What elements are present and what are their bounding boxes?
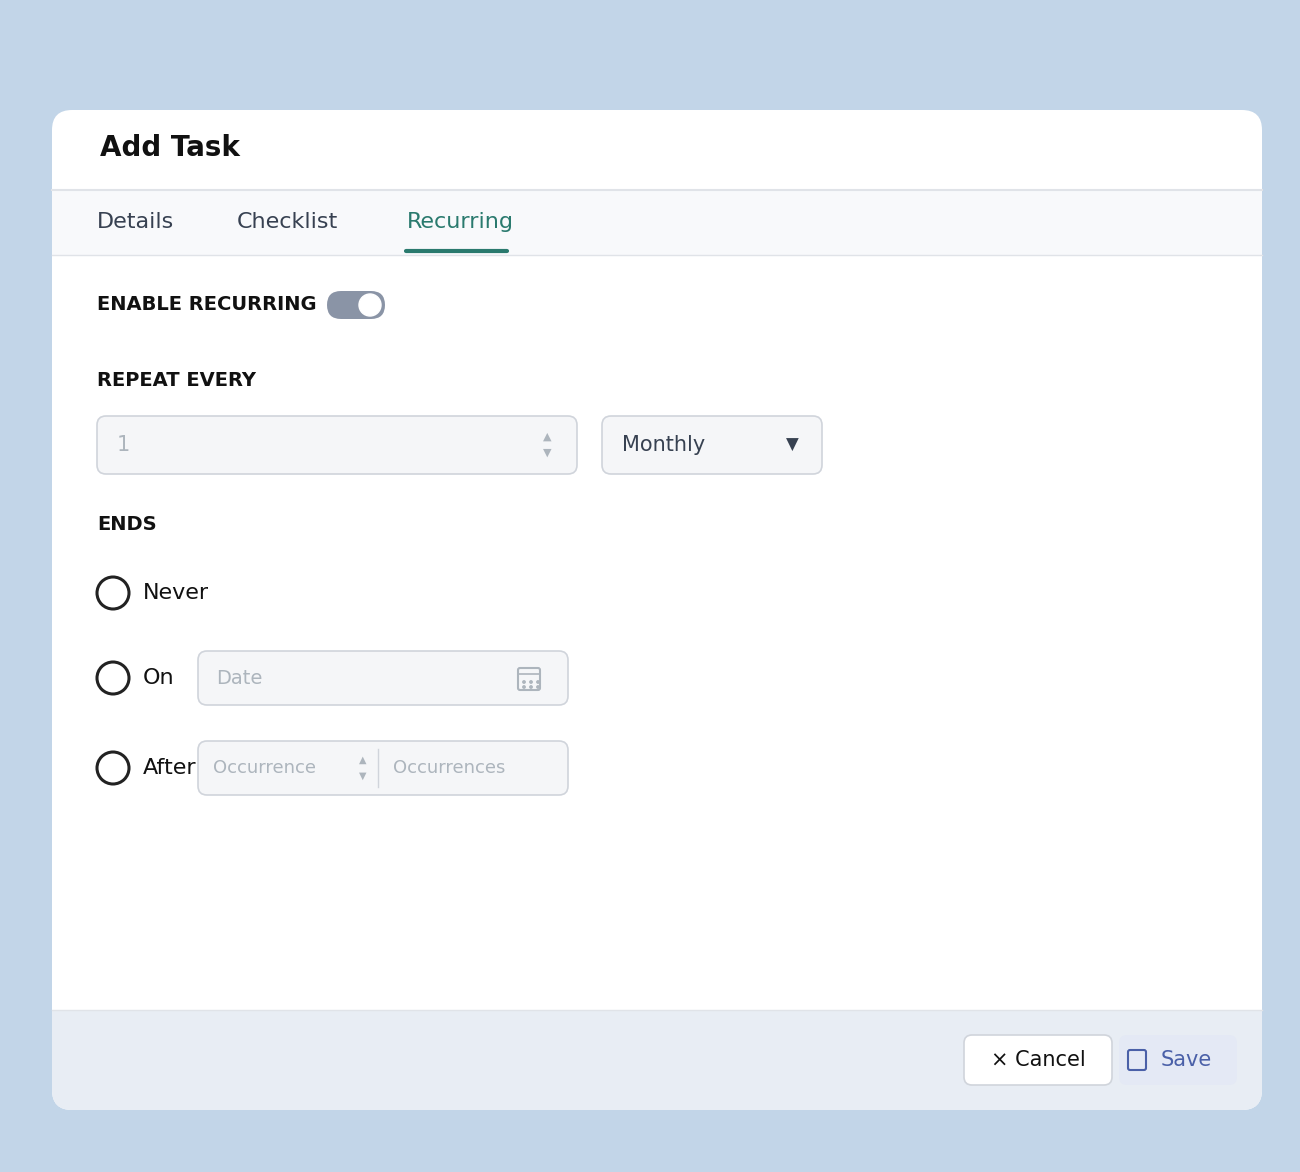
Text: Recurring: Recurring: [407, 212, 514, 232]
Text: Add Task: Add Task: [100, 134, 240, 162]
FancyBboxPatch shape: [52, 110, 1262, 1110]
Text: Monthly: Monthly: [621, 435, 705, 455]
Text: 1: 1: [117, 435, 130, 455]
Text: ENDS: ENDS: [98, 516, 156, 534]
Text: REPEAT EVERY: REPEAT EVERY: [98, 370, 256, 389]
FancyBboxPatch shape: [52, 190, 1262, 255]
Text: ENABLE RECURRING: ENABLE RECURRING: [98, 295, 317, 314]
FancyBboxPatch shape: [52, 1010, 1262, 1090]
Text: Details: Details: [98, 212, 174, 232]
FancyBboxPatch shape: [98, 416, 577, 473]
Circle shape: [537, 681, 540, 683]
Text: Save: Save: [1161, 1050, 1212, 1070]
FancyBboxPatch shape: [52, 1010, 1262, 1110]
Text: Date: Date: [216, 668, 263, 688]
Text: Checklist: Checklist: [237, 212, 338, 232]
Text: ▼: ▼: [359, 771, 367, 781]
Text: Occurrence: Occurrence: [213, 759, 316, 777]
Circle shape: [523, 681, 525, 683]
FancyBboxPatch shape: [328, 291, 385, 319]
Text: ▼: ▼: [543, 448, 551, 458]
Circle shape: [359, 294, 381, 316]
FancyBboxPatch shape: [18, 18, 1282, 1154]
Text: After: After: [143, 758, 196, 778]
FancyBboxPatch shape: [1119, 1035, 1238, 1085]
Text: ▲: ▲: [543, 432, 551, 442]
FancyBboxPatch shape: [52, 255, 1262, 1011]
FancyBboxPatch shape: [198, 650, 568, 706]
Text: Occurrences: Occurrences: [393, 759, 506, 777]
Text: On: On: [143, 668, 174, 688]
Circle shape: [530, 686, 532, 688]
Circle shape: [530, 681, 532, 683]
Text: ▼: ▼: [785, 436, 798, 454]
Circle shape: [537, 686, 540, 688]
Text: × Cancel: × Cancel: [991, 1050, 1086, 1070]
Text: Never: Never: [143, 582, 209, 604]
FancyBboxPatch shape: [965, 1035, 1112, 1085]
FancyBboxPatch shape: [198, 741, 568, 795]
Circle shape: [523, 686, 525, 688]
FancyBboxPatch shape: [602, 416, 822, 473]
Text: ▲: ▲: [359, 755, 367, 765]
